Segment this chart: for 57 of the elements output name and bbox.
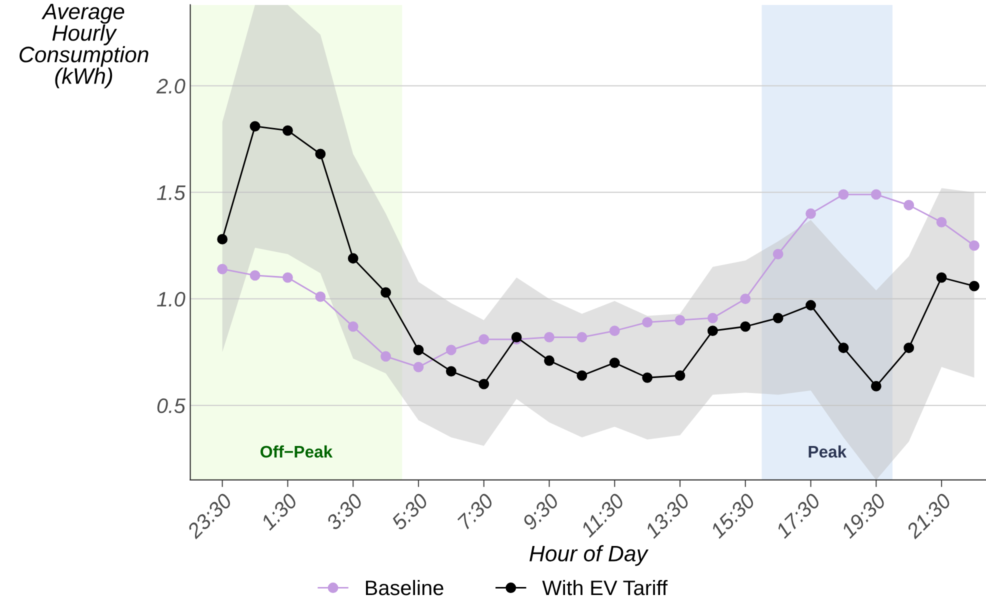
point [707, 312, 718, 324]
point [413, 362, 424, 372]
point [969, 280, 980, 292]
point [315, 292, 326, 302]
point [870, 381, 882, 392]
point [707, 326, 718, 336]
point [544, 332, 554, 342]
point [380, 351, 391, 362]
point [282, 125, 293, 136]
point [870, 189, 882, 200]
point [904, 200, 914, 210]
point [936, 216, 947, 228]
x-axis-title: Hour of Day [530, 545, 649, 566]
point [380, 287, 391, 298]
point [315, 148, 326, 160]
point [544, 355, 554, 366]
y-tick-label: 1.5 [157, 186, 186, 200]
point [904, 342, 914, 354]
point [576, 370, 588, 381]
point [609, 358, 620, 368]
y-tick-label: 0.5 [157, 398, 186, 414]
point [413, 344, 424, 356]
legend-label: Baseline [366, 580, 444, 596]
point [348, 253, 358, 264]
y-tick-label: 2.0 [156, 78, 186, 94]
point [936, 272, 947, 283]
point [740, 321, 751, 332]
point [478, 334, 490, 345]
point [250, 270, 260, 281]
point [772, 312, 784, 324]
point [217, 264, 228, 274]
point [772, 248, 784, 260]
point [642, 372, 653, 383]
point [576, 332, 588, 342]
point [282, 272, 293, 283]
legend-label: With EV Tariff [542, 580, 668, 596]
annotation: Peak [808, 445, 847, 458]
y-tick-label: 1.0 [157, 292, 186, 307]
point [838, 189, 849, 200]
point [446, 366, 456, 377]
point [446, 344, 456, 356]
point [969, 240, 980, 251]
point [838, 342, 849, 354]
point [478, 378, 490, 390]
point [674, 370, 686, 381]
point [642, 317, 653, 328]
y-axis-title: Average Hourly Consumption (kWh) [20, 4, 148, 88]
point [806, 300, 816, 310]
point [674, 314, 686, 326]
point [511, 332, 522, 342]
point [250, 121, 260, 132]
point [609, 326, 620, 336]
annotation: Off−Peak [260, 445, 333, 458]
point [217, 234, 228, 244]
point [348, 321, 358, 332]
point [740, 294, 751, 304]
point [806, 208, 816, 219]
